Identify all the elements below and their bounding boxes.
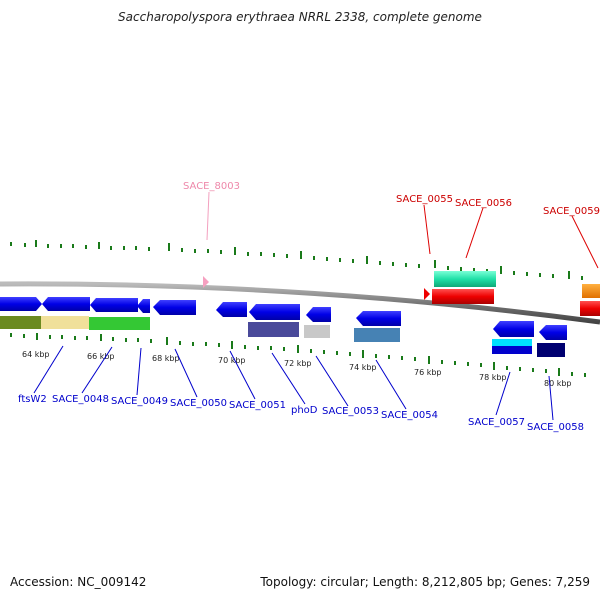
tick-label: 74 kbp: [349, 363, 377, 372]
gene-label-SACE_0053[interactable]: SACE_0053: [322, 406, 379, 417]
gene-SACE_0050[interactable]: [153, 300, 196, 315]
pseudo-gene-marker[interactable]: [203, 276, 209, 288]
tick-label: 68 kbp: [152, 354, 180, 363]
tick-label: 76 kbp: [414, 368, 442, 377]
gene-label-SACE_0059[interactable]: SACE_0059: [543, 206, 600, 217]
gene-SACE_0051[interactable]: [216, 302, 247, 317]
accession-label: Accession: NC_009142: [10, 575, 147, 589]
tick-label: 64 kbp: [22, 350, 50, 359]
gene-SACE_0048[interactable]: [42, 297, 90, 311]
gene-label-SACE_0058[interactable]: SACE_0058: [527, 422, 584, 433]
gene-ftsW2[interactable]: [0, 297, 42, 311]
outer-tick-track: [10, 240, 583, 280]
gene-label-SACE_0057[interactable]: SACE_0057: [468, 417, 525, 428]
gene-SACE_0058[interactable]: [539, 325, 567, 340]
gene-labels-forward: ftsW2 SACE_0048 SACE_0049 SACE_0050 SACE…: [18, 394, 584, 433]
inner-tick-track: [10, 333, 586, 377]
genome-stats-label: Topology: circular; Length: 8,212,805 bp…: [260, 575, 590, 589]
feature-SACE_0055[interactable]: [434, 271, 496, 287]
rna-marker[interactable]: [424, 288, 430, 300]
gene-SACE_0053[interactable]: [306, 307, 331, 322]
genome-title: Saccharopolyspora erythraea NRRL 2338, c…: [118, 10, 482, 24]
feature-SACE_0059-red[interactable]: [580, 301, 600, 316]
genome-backbone: [0, 281, 600, 325]
feature-SACE_0056[interactable]: [432, 289, 494, 304]
gene-label-ftsW2[interactable]: ftsW2: [18, 394, 47, 405]
gene-phoD[interactable]: [249, 304, 300, 320]
gene-SACE_0049[interactable]: [90, 298, 138, 312]
gene-arrows: [0, 297, 567, 340]
gene-label-phoD[interactable]: phoD: [291, 405, 318, 416]
reverse-strand-features: [432, 271, 600, 316]
gene-label-SACE_0056[interactable]: SACE_0056: [455, 198, 512, 209]
gene-label-SACE_8003[interactable]: SACE_8003: [183, 181, 240, 192]
scale-labels: 64 kbp 66 kbp 68 kbp 70 kbp 72 kbp 74 kb…: [22, 350, 572, 388]
gene-label-SACE_0049[interactable]: SACE_0049: [111, 396, 168, 407]
gene-label-SACE_0051[interactable]: SACE_0051: [229, 400, 286, 411]
tick-label: 66 kbp: [87, 352, 115, 361]
feature-SACE_0059-orange[interactable]: [582, 284, 600, 298]
tick-label: 70 kbp: [218, 356, 246, 365]
tick-label: 78 kbp: [479, 373, 507, 382]
gene-label-SACE_0050[interactable]: SACE_0050: [170, 398, 227, 409]
gene-SACE_0054[interactable]: [356, 311, 401, 326]
tick-label: 72 kbp: [284, 359, 312, 368]
leader-lines: [33, 191, 599, 421]
gene-label-SACE_0055[interactable]: SACE_0055: [396, 194, 453, 205]
gene-labels-reverse: SACE_8003 SACE_0055 SACE_0056 SACE_0059: [183, 181, 600, 217]
gene-label-SACE_0054[interactable]: SACE_0054: [381, 410, 438, 421]
gene-label-SACE_0048[interactable]: SACE_0048: [52, 394, 109, 405]
annotation-bars: [0, 316, 565, 357]
gene-SACE_0057[interactable]: [493, 321, 534, 337]
gene-SACE_0049b[interactable]: [137, 299, 150, 313]
tick-label: 80 kbp: [544, 379, 572, 388]
